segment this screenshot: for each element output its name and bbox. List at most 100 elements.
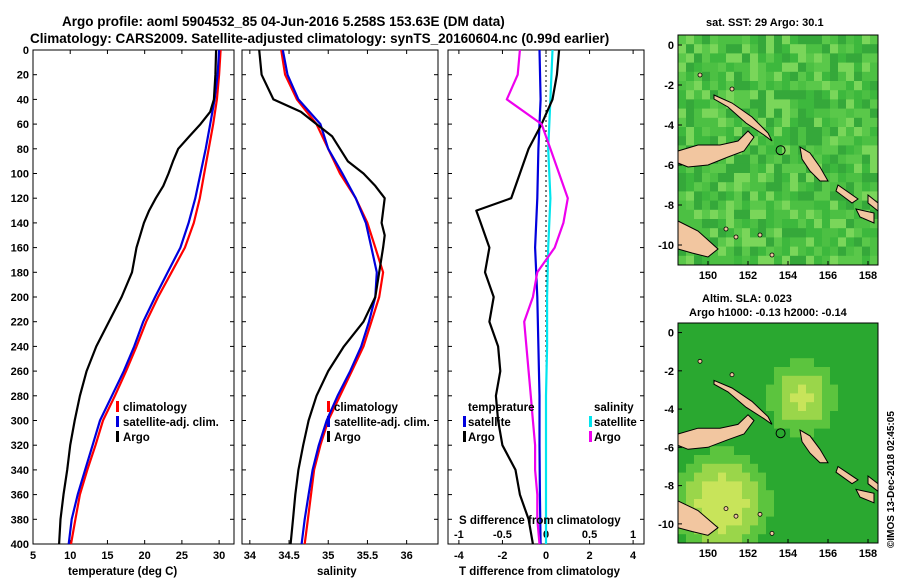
map-cell bbox=[694, 219, 703, 229]
map-cell bbox=[742, 246, 751, 257]
map-cell bbox=[798, 349, 807, 359]
map-cell bbox=[710, 255, 719, 266]
map-cell bbox=[790, 53, 799, 64]
legend-temperature: temperature bbox=[468, 402, 534, 414]
map-cell bbox=[686, 481, 695, 491]
map-cell bbox=[774, 384, 783, 394]
map-cell bbox=[774, 154, 783, 165]
map-cell bbox=[758, 154, 767, 165]
map-cell bbox=[830, 349, 839, 359]
map-cell bbox=[822, 490, 831, 500]
map-cell bbox=[790, 481, 799, 491]
map-cell bbox=[734, 331, 743, 342]
land-small-island bbox=[723, 226, 729, 232]
map-cell bbox=[758, 472, 767, 482]
map-cell bbox=[790, 516, 799, 526]
map-cell bbox=[830, 136, 839, 146]
map-cell bbox=[726, 35, 735, 45]
map-cell bbox=[862, 117, 871, 128]
map-cell bbox=[846, 163, 855, 174]
map-cell bbox=[750, 200, 759, 211]
map-cell bbox=[710, 367, 719, 377]
map-cell bbox=[750, 393, 759, 403]
map-cell bbox=[742, 367, 751, 377]
map-cell bbox=[702, 446, 711, 456]
map-cell bbox=[734, 411, 743, 421]
map-cell bbox=[750, 481, 759, 491]
map-cell bbox=[686, 35, 695, 45]
map-cell bbox=[710, 108, 719, 119]
map-cell bbox=[806, 349, 815, 359]
map-cell bbox=[830, 209, 839, 220]
map-cell bbox=[790, 402, 799, 412]
map-cell bbox=[798, 411, 807, 421]
map-cell bbox=[798, 62, 807, 73]
map-cell bbox=[718, 219, 727, 229]
map-cell bbox=[790, 525, 799, 535]
x-tick-label: 156 bbox=[819, 270, 837, 282]
map-cell bbox=[798, 117, 807, 128]
map-cell bbox=[774, 481, 783, 491]
legend-climatology: climatology bbox=[123, 402, 188, 414]
map-cell bbox=[686, 136, 695, 146]
map-cell bbox=[838, 228, 847, 238]
map-cell bbox=[806, 358, 815, 368]
map-cell bbox=[854, 53, 863, 64]
map-cell bbox=[766, 209, 775, 220]
series-argo bbox=[58, 49, 218, 545]
map-cell bbox=[742, 481, 751, 491]
map-cell bbox=[870, 499, 879, 509]
map-cell bbox=[862, 402, 871, 412]
sla-map: 150 152 154 156 158 0 -2 -4 -6 -8 -10 bbox=[658, 322, 879, 560]
map-cell bbox=[718, 534, 727, 544]
map-cell bbox=[750, 99, 759, 110]
map-cell bbox=[790, 349, 799, 359]
map-cell bbox=[830, 375, 839, 386]
map-cell bbox=[798, 534, 807, 544]
map-cell bbox=[790, 323, 799, 333]
map-cell bbox=[798, 219, 807, 229]
map-cell bbox=[678, 44, 687, 54]
map-cell bbox=[798, 35, 807, 45]
y-tick-label: 60 bbox=[17, 119, 29, 131]
map-cell bbox=[838, 44, 847, 54]
map-cell bbox=[726, 163, 735, 174]
map-cell bbox=[790, 534, 799, 544]
map-cell bbox=[782, 402, 791, 412]
map-cell bbox=[806, 44, 815, 54]
map-cell bbox=[806, 99, 815, 110]
map-cell bbox=[774, 44, 783, 54]
map-cell bbox=[814, 516, 823, 526]
map-cell bbox=[838, 490, 847, 500]
map-cell bbox=[726, 419, 735, 430]
land-small-island bbox=[757, 232, 763, 238]
map-cell bbox=[694, 499, 703, 509]
map-cell bbox=[854, 411, 863, 421]
map-cell bbox=[806, 117, 815, 128]
map-cell bbox=[750, 173, 759, 183]
map-cell bbox=[718, 228, 727, 238]
map-cell bbox=[822, 145, 831, 156]
map-cell bbox=[846, 428, 855, 438]
map-cell bbox=[678, 81, 687, 91]
map-cell bbox=[806, 499, 815, 509]
map-cell bbox=[750, 455, 759, 465]
map-cell bbox=[798, 90, 807, 100]
map-cell bbox=[758, 219, 767, 229]
map-cell bbox=[710, 200, 719, 211]
map-cell bbox=[766, 71, 775, 82]
map-cell bbox=[774, 402, 783, 412]
map-cell bbox=[782, 349, 791, 359]
map-cell bbox=[678, 411, 687, 421]
map-cell bbox=[726, 182, 735, 192]
series-climatology bbox=[69, 49, 222, 545]
y-tick-label: 240 bbox=[11, 341, 29, 353]
map-cell bbox=[758, 534, 767, 544]
map-cell bbox=[798, 323, 807, 333]
map-cell bbox=[854, 446, 863, 456]
map-cell bbox=[854, 349, 863, 359]
map-cell bbox=[806, 237, 815, 248]
map-cell bbox=[806, 375, 815, 386]
